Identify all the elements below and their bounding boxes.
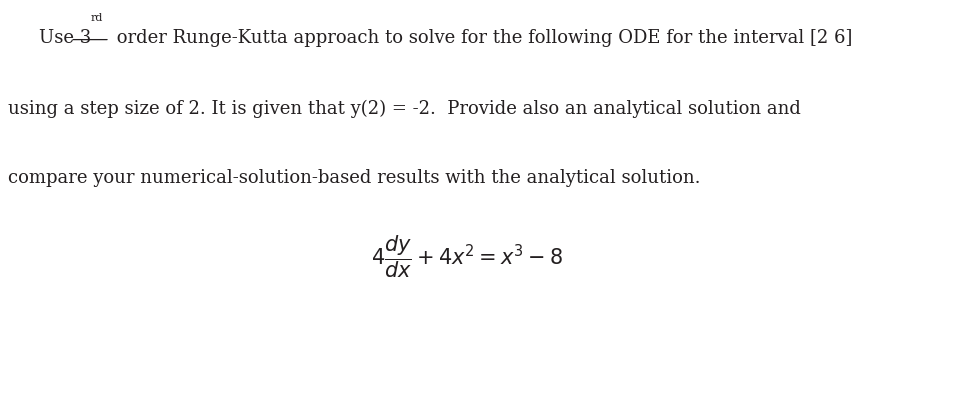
Text: Use 3: Use 3	[39, 29, 91, 47]
Text: using a step size of 2. It is given that y(2) = -2.  Provide also an analytical : using a step size of 2. It is given that…	[8, 100, 800, 118]
Text: $4\dfrac{dy}{dx}+4x^2 = x^3-8$: $4\dfrac{dy}{dx}+4x^2 = x^3-8$	[371, 234, 563, 280]
Text: compare your numerical-solution-based results with the analytical solution.: compare your numerical-solution-based re…	[8, 169, 700, 187]
Text: rd: rd	[91, 13, 103, 23]
Text: order Runge-Kutta approach to solve for the following ODE for the interval [2 6]: order Runge-Kutta approach to solve for …	[111, 29, 852, 47]
